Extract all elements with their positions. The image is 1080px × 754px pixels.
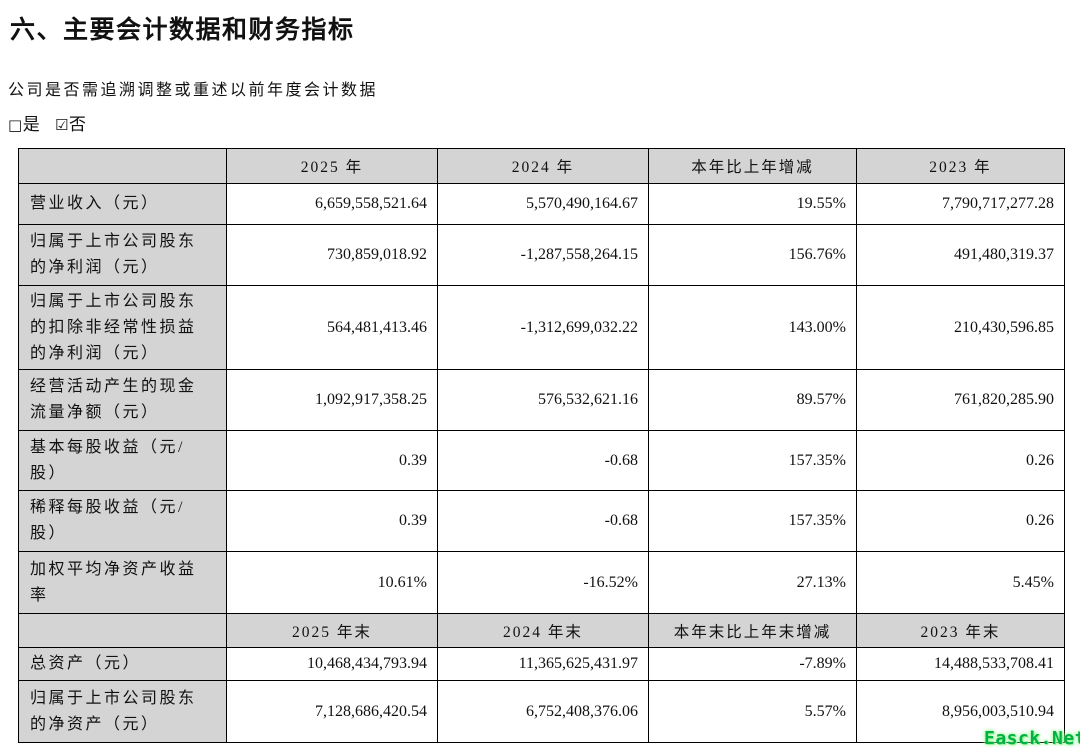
value-cell: 761,820,285.90: [856, 369, 1065, 431]
table-row: 归属于上市公司股东的扣除非经常性损益的净利润（元） 564,481,413.46-…: [18, 285, 1065, 370]
value-cell: 10,468,434,793.94: [226, 647, 438, 681]
table-row: 经营活动产生的现金流量净额（元） 1,092,917,358.25 576,532,…: [18, 369, 1065, 431]
row-label-cell: 营业收入（元）: [18, 183, 227, 225]
value-cell: 157.35%: [648, 430, 857, 491]
restatement-answer: □是 ☑否: [8, 110, 96, 135]
checkbox-checked-icon: ☑: [54, 116, 69, 134]
header-year-cell: 2023 年末: [856, 613, 1065, 648]
value-cell: 576,532,621.16: [437, 369, 649, 431]
value-cell: 5.57%: [648, 680, 857, 743]
value-cell: -1,312,699,032.22: [437, 285, 649, 370]
header-year-cell: 本年末比上年末增减: [648, 613, 857, 648]
checkbox-yes-label: 是: [22, 115, 41, 134]
row-label-cell: 加权平均净资产收益率: [18, 551, 227, 614]
value-cell: 8,956,003,510.94: [856, 680, 1065, 743]
value-cell: 564,481,413.46: [226, 285, 438, 370]
watermark: Easck.Net: [984, 728, 1080, 749]
value-cell: 10.61%: [226, 551, 438, 614]
row-label-cell: 总资产（元）: [18, 647, 227, 681]
table-row: 营业收入（元） 6,659,558,521.64 5,570,490,164.67 1…: [18, 183, 1065, 225]
value-cell: 0.39: [226, 430, 438, 491]
value-cell: 0.26: [856, 430, 1065, 491]
value-cell: 491,480,319.37: [856, 224, 1065, 286]
table-row: 归属于上市公司股东的净资产（元） 7,128,686,420.54 6,752,40…: [18, 680, 1065, 743]
value-cell: 0.39: [226, 490, 438, 552]
value-cell: 1,092,917,358.25: [226, 369, 438, 431]
page-title: 六、主要会计数据和财务指标: [10, 17, 355, 44]
row-label-cell: 归属于上市公司股东的扣除非经常性损益的净利润（元）: [18, 285, 227, 370]
value-cell: 27.13%: [648, 551, 857, 614]
table-row: 稀释每股收益（元/股） 0.39 -0.68 157.35% 0.26: [18, 490, 1065, 552]
value-cell: 14,488,533,708.41: [856, 647, 1065, 681]
value-cell: 19.55%: [648, 183, 857, 225]
value-cell: -7.89%: [648, 647, 857, 681]
header-year-cell: 2024 年: [437, 148, 649, 184]
value-cell: 7,790,717,277.28: [856, 183, 1065, 225]
row-label-cell: 基本每股收益（元/股）: [18, 430, 227, 491]
value-cell: 6,659,558,521.64: [226, 183, 438, 225]
table-header-row: 2025 年 2024 年本年比上年增减 2023 年: [18, 148, 1065, 184]
value-cell: 7,128,686,420.54: [226, 680, 438, 743]
value-cell: 156.76%: [648, 224, 857, 286]
restatement-question: 公司是否需追溯调整或重述以前年度会计数据: [8, 82, 379, 99]
header-year-cell: 2023 年: [856, 148, 1065, 184]
checkbox-empty-icon: □: [8, 116, 23, 134]
value-cell: 5,570,490,164.67: [437, 183, 649, 225]
table-row: 归属于上市公司股东的净利润（元） 730,859,018.92 -1,287,558…: [18, 224, 1065, 286]
table-row: 总资产（元） 10,468,434,793.94 11,365,625,431.97…: [18, 647, 1065, 681]
table-row: 加权平均净资产收益率 10.61% -16.52% 27.13% 5.45%: [18, 551, 1065, 614]
value-cell: 730,859,018.92: [226, 224, 438, 286]
header-year-cell: 2024 年末: [437, 613, 649, 648]
financial-table: 2025 年 2024 年本年比上年增减 2023 年营业收入（元） 6,659,55…: [18, 148, 1065, 743]
value-cell: 89.57%: [648, 369, 857, 431]
value-cell: 6,752,408,376.06: [437, 680, 649, 743]
header-year-cell: 2025 年末: [226, 613, 438, 648]
value-cell: 143.00%: [648, 285, 857, 370]
checkbox-no: ☑否: [55, 115, 86, 134]
table-row: 基本每股收益（元/股） 0.39 -0.68 157.35% 0.26: [18, 430, 1065, 491]
header-year-cell: 2025 年: [226, 148, 438, 184]
row-label-cell: 归属于上市公司股东的净利润（元）: [18, 224, 227, 286]
row-label-cell: 归属于上市公司股东的净资产（元）: [18, 680, 227, 743]
value-cell: -0.68: [437, 430, 649, 491]
header-label-cell: [18, 148, 227, 184]
value-cell: -1,287,558,264.15: [437, 224, 649, 286]
value-cell: 11,365,625,431.97: [437, 647, 649, 681]
header-label-cell: [18, 613, 227, 648]
value-cell: -0.68: [437, 490, 649, 552]
value-cell: 157.35%: [648, 490, 857, 552]
value-cell: 0.26: [856, 490, 1065, 552]
checkbox-yes: □是: [8, 115, 40, 134]
checkbox-no-label: 否: [68, 115, 87, 134]
value-cell: 210,430,596.85: [856, 285, 1065, 370]
header-year-cell: 本年比上年增减: [648, 148, 857, 184]
table-header-row: 2025 年末 2024 年末 本年末比上年末增减 2023 年末: [18, 613, 1065, 648]
value-cell: 5.45%: [856, 551, 1065, 614]
row-label-cell: 稀释每股收益（元/股）: [18, 490, 227, 552]
row-label-cell: 经营活动产生的现金流量净额（元）: [18, 369, 227, 431]
value-cell: -16.52%: [437, 551, 649, 614]
